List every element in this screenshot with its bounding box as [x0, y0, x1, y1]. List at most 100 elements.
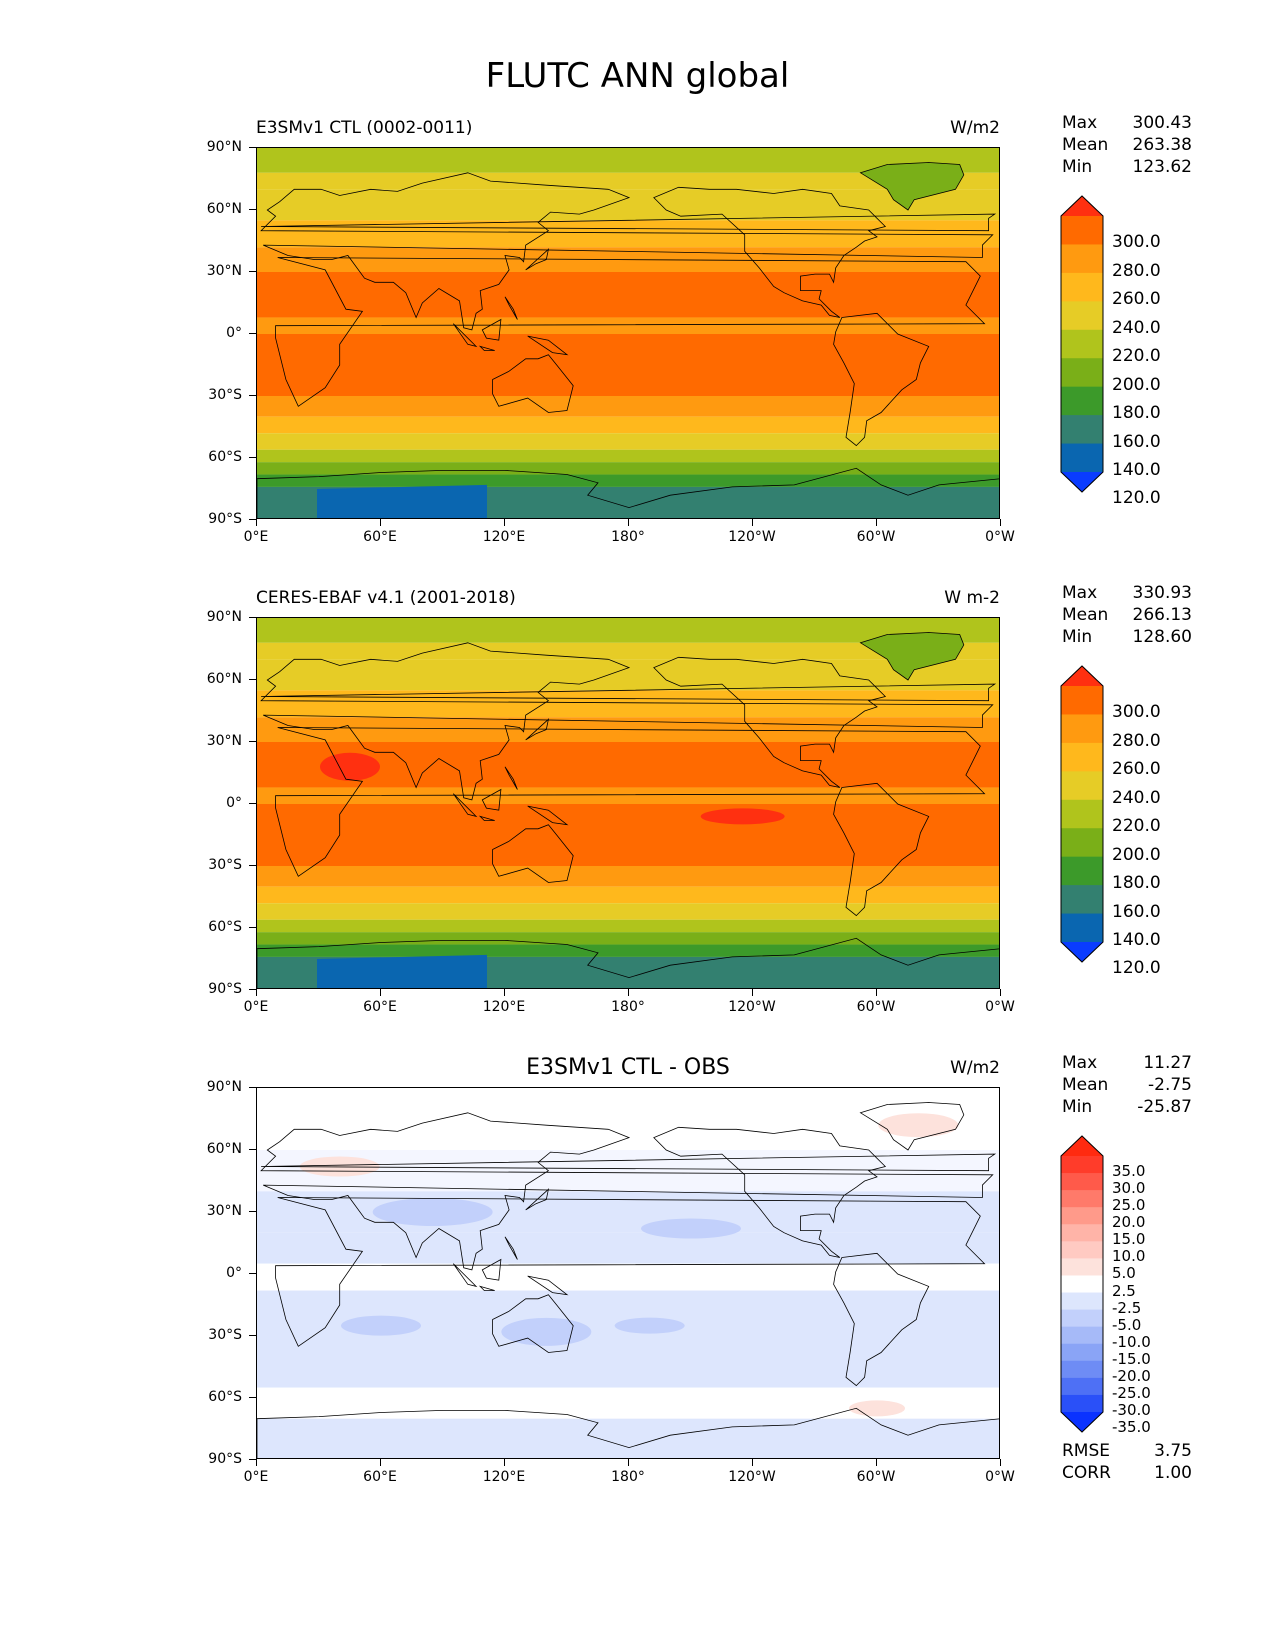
- y-tick: [249, 333, 256, 334]
- colorbar-label: 260.0: [1112, 289, 1161, 310]
- y-tick: [249, 865, 256, 866]
- y-tick: [249, 1459, 256, 1460]
- colorbar-segment: [1061, 1241, 1103, 1259]
- x-tick-label: 180°: [611, 1469, 645, 1485]
- coastline: [859, 162, 965, 211]
- max-value: 11.27: [1143, 1053, 1192, 1073]
- colorbar-label: 120.0: [1112, 958, 1161, 979]
- x-tick: [628, 1459, 629, 1466]
- colorbar-segment: [1061, 1326, 1103, 1345]
- colorbar-extend-top: [1061, 1136, 1103, 1156]
- colorbar-label: 200.0: [1112, 844, 1161, 865]
- contour-band: [257, 272, 999, 318]
- colorbar-label: -35.0: [1112, 1418, 1151, 1437]
- colorbar-segment: [1061, 1275, 1103, 1294]
- contour-band: [257, 642, 999, 660]
- x-tick-label: 60°E: [363, 529, 397, 545]
- stats-box: Max 330.93 Mean 266.13 Min 128.60: [1062, 582, 1192, 648]
- coastline: [257, 937, 999, 988]
- x-tick: [256, 519, 257, 526]
- y-tick: [249, 519, 256, 520]
- coastline: [260, 1112, 994, 1271]
- contour-band: [257, 334, 999, 396]
- colorbar-segment: [1061, 1258, 1103, 1276]
- contour-region: [860, 632, 964, 680]
- colorbar-segment: [1061, 1394, 1103, 1413]
- contour-band: [257, 659, 999, 691]
- contour-band: [257, 932, 999, 945]
- panel-units: W m-2: [944, 588, 1000, 608]
- y-tick-label: 90°N: [206, 139, 242, 155]
- rmse-label: RMSE: [1062, 1441, 1111, 1461]
- x-tick-label: 0°E: [243, 999, 269, 1015]
- figure-title: FLUTC ANN global: [485, 56, 790, 96]
- panel-units: W/m2: [950, 118, 1000, 138]
- contour-band: [257, 416, 999, 434]
- colorbar-segment: [1061, 216, 1103, 245]
- mean-label: Mean: [1062, 605, 1109, 625]
- colorbar-label: 280.0: [1112, 730, 1161, 751]
- colorbar-label: 120.0: [1112, 488, 1161, 509]
- colorbar-segment: [1061, 714, 1103, 744]
- coastline: [478, 815, 495, 821]
- max-label: Max: [1062, 113, 1098, 133]
- x-tick: [256, 989, 257, 996]
- coastline: [504, 296, 518, 320]
- contour-band: [257, 903, 999, 920]
- y-tick-label: 90°N: [206, 1079, 242, 1095]
- y-tick-label: 30°N: [206, 733, 242, 749]
- y-tick: [249, 617, 256, 618]
- corr-label: CORR: [1062, 1463, 1111, 1483]
- contour-band: [257, 462, 999, 475]
- x-tick-label: 120°E: [482, 999, 526, 1015]
- colorbar-segment: [1061, 856, 1103, 886]
- coastline: [525, 1188, 550, 1211]
- coastline: [275, 727, 986, 877]
- y-tick-label: 30°N: [206, 263, 242, 279]
- colorbar-segment: [1061, 1309, 1103, 1328]
- contour-band: [257, 474, 999, 487]
- colorbar-outline: [1060, 665, 1104, 963]
- colorbar-segment: [1061, 1377, 1103, 1396]
- x-tick: [380, 1459, 381, 1466]
- colorbar-label: 35.0: [1112, 1162, 1146, 1181]
- x-tick-label: 60°W: [856, 1469, 896, 1485]
- x-tick-label: 0°W: [985, 1469, 1015, 1485]
- contour-band: [257, 1387, 999, 1403]
- coastline: [478, 1285, 495, 1291]
- colorbar-segment: [1061, 913, 1103, 943]
- x-tick: [504, 1459, 505, 1466]
- contour-region: [320, 752, 380, 781]
- y-tick: [249, 803, 256, 804]
- mean-label: Mean: [1062, 135, 1109, 155]
- colorbar-label: 20.0: [1112, 1213, 1146, 1232]
- coastline: [653, 1126, 887, 1258]
- max-value: 330.93: [1132, 583, 1192, 603]
- min-value: 128.60: [1132, 627, 1192, 647]
- y-tick-label: 90°N: [206, 609, 242, 625]
- coastline: [481, 1258, 502, 1281]
- coastline: [504, 766, 518, 790]
- contour-region: [317, 484, 487, 518]
- y-tick-label: 30°S: [208, 387, 242, 403]
- colorbar-label: 300.0: [1112, 702, 1161, 723]
- y-tick: [249, 1211, 256, 1212]
- x-tick-label: 120°W: [728, 529, 776, 545]
- x-tick-label: 0°W: [985, 529, 1015, 545]
- coastline: [492, 824, 574, 883]
- rmse-value: 3.75: [1154, 1441, 1192, 1461]
- colorbar-segment: [1061, 1292, 1103, 1311]
- colorbar-svg: [1060, 1135, 1104, 1433]
- colorbar-extend-bottom: [1061, 1412, 1103, 1432]
- contour-band: [257, 742, 999, 788]
- y-tick: [249, 1335, 256, 1336]
- panel-model: E3SMv1 CTL (0002-0011) W/m2 Max 300.43 Me…: [0, 110, 1275, 570]
- contour-band: [257, 1290, 999, 1388]
- coastline: [833, 312, 930, 447]
- coastline: [257, 1407, 999, 1458]
- coastline: [260, 642, 994, 801]
- colorbar-segment: [1061, 1156, 1103, 1174]
- stats-box: Max 11.27 Mean -2.75 Min -25.87: [1062, 1052, 1192, 1118]
- y-tick: [249, 1273, 256, 1274]
- colorbar-segment: [1061, 358, 1103, 388]
